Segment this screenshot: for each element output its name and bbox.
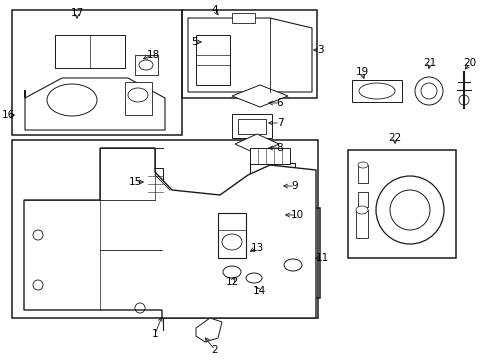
Text: 15: 15 xyxy=(128,177,142,187)
Text: 2: 2 xyxy=(211,345,218,355)
Ellipse shape xyxy=(375,176,443,244)
FancyBboxPatch shape xyxy=(351,80,401,102)
Polygon shape xyxy=(24,148,315,318)
Polygon shape xyxy=(196,318,222,342)
FancyBboxPatch shape xyxy=(357,165,367,183)
Ellipse shape xyxy=(458,95,468,105)
Polygon shape xyxy=(231,13,254,23)
Text: 10: 10 xyxy=(290,210,303,220)
Text: 12: 12 xyxy=(225,277,238,287)
FancyBboxPatch shape xyxy=(355,210,367,238)
Text: 16: 16 xyxy=(1,110,15,120)
Ellipse shape xyxy=(357,162,367,168)
Polygon shape xyxy=(187,18,311,92)
Ellipse shape xyxy=(223,266,241,278)
Text: 9: 9 xyxy=(291,181,298,191)
Polygon shape xyxy=(231,85,287,107)
Polygon shape xyxy=(235,134,279,154)
Text: 6: 6 xyxy=(276,98,283,108)
Ellipse shape xyxy=(284,259,302,271)
Text: 7: 7 xyxy=(276,118,283,128)
Polygon shape xyxy=(231,114,271,138)
Text: 5: 5 xyxy=(191,37,198,47)
Ellipse shape xyxy=(128,88,148,102)
Polygon shape xyxy=(25,78,164,130)
Text: 22: 22 xyxy=(387,133,401,143)
Polygon shape xyxy=(249,163,294,202)
Polygon shape xyxy=(125,82,152,115)
Polygon shape xyxy=(135,55,158,75)
Ellipse shape xyxy=(389,190,429,230)
Polygon shape xyxy=(264,206,289,225)
Ellipse shape xyxy=(245,273,262,283)
Ellipse shape xyxy=(139,60,153,70)
Ellipse shape xyxy=(222,234,242,250)
Ellipse shape xyxy=(414,77,442,105)
Text: 4: 4 xyxy=(211,5,218,15)
Ellipse shape xyxy=(266,208,286,222)
Polygon shape xyxy=(148,168,163,196)
Text: 8: 8 xyxy=(276,143,283,153)
Ellipse shape xyxy=(420,83,436,99)
Text: 14: 14 xyxy=(252,286,265,296)
Polygon shape xyxy=(55,35,125,68)
Polygon shape xyxy=(249,148,289,164)
Text: 17: 17 xyxy=(70,8,83,18)
Text: 1: 1 xyxy=(151,329,158,339)
Text: 20: 20 xyxy=(463,58,476,68)
Ellipse shape xyxy=(258,172,285,192)
Text: 19: 19 xyxy=(355,67,368,77)
FancyBboxPatch shape xyxy=(357,192,367,207)
Polygon shape xyxy=(238,119,265,134)
Ellipse shape xyxy=(358,83,394,99)
Polygon shape xyxy=(218,213,245,258)
Polygon shape xyxy=(196,35,229,85)
Text: 13: 13 xyxy=(250,243,263,253)
Text: 21: 21 xyxy=(423,58,436,68)
Text: 3: 3 xyxy=(316,45,323,55)
Text: 18: 18 xyxy=(146,50,159,60)
Ellipse shape xyxy=(47,84,97,116)
Ellipse shape xyxy=(355,206,367,214)
Text: 11: 11 xyxy=(315,253,328,263)
